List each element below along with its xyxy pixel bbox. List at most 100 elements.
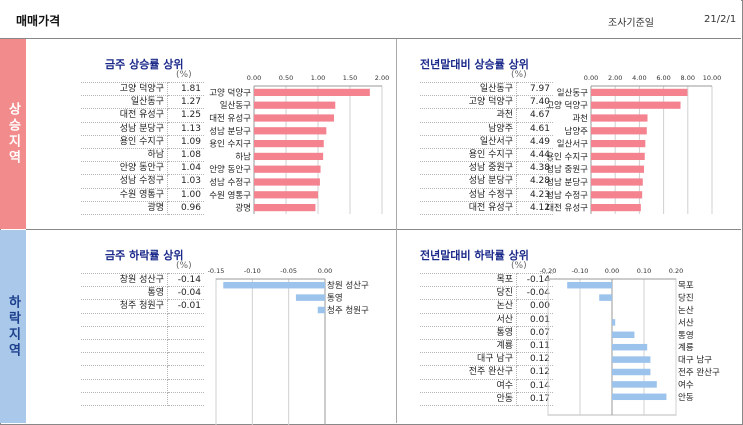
side-label-up-text: 상승지역 bbox=[5, 102, 21, 166]
row-name: 고양 덕양구 bbox=[420, 95, 517, 110]
category-label: 당진 bbox=[678, 293, 694, 304]
tick-label: -0.10 bbox=[244, 267, 261, 275]
page-title: 매매가격 bbox=[16, 14, 61, 28]
bar bbox=[223, 281, 325, 289]
row-name: 광명 bbox=[81, 200, 168, 215]
table-row: 성남 중원구 4.38 bbox=[420, 161, 553, 176]
panel-weekly-down: 금주 하락률 상위 (%) 창원 성산구 -0.14 통영 -0.04 청주 청원구 -0.0… bbox=[33, 235, 391, 425]
tick-label: 1.50 bbox=[343, 74, 357, 82]
bar bbox=[591, 101, 681, 109]
row-name: 일산동구 bbox=[420, 81, 517, 97]
table-row: 논산 0.00 bbox=[420, 299, 553, 314]
category-label: 청주 청원구 bbox=[327, 306, 369, 316]
table-row: 일산서구 4.49 bbox=[420, 134, 553, 149]
survey-date: 21/2/1 bbox=[704, 14, 737, 25]
category-label: 전주 완산구 bbox=[678, 367, 720, 378]
category-label: 대전 유성구 bbox=[209, 113, 251, 124]
tick-label: 0.00 bbox=[584, 74, 598, 82]
category-label: 성남 분당구 bbox=[209, 126, 251, 137]
table-row: 고양 덕양구 1.81 bbox=[81, 81, 204, 97]
bar bbox=[254, 165, 321, 173]
tick-label: 2.00 bbox=[375, 74, 389, 82]
row-value: 0.96 bbox=[167, 200, 204, 215]
table-row: 통영 0.07 bbox=[420, 325, 553, 340]
chart-title: 전년말대비 하락률 상위 bbox=[420, 249, 529, 262]
bar bbox=[612, 381, 657, 388]
tick-label: -0.10 bbox=[572, 267, 589, 275]
bar bbox=[591, 204, 641, 212]
tick-label: 0.50 bbox=[279, 74, 293, 82]
category-label: 과천 bbox=[572, 113, 588, 124]
category-label: 고양 덕양구 bbox=[209, 87, 251, 98]
bar bbox=[612, 319, 616, 326]
category-label: 일산서구 bbox=[557, 139, 588, 150]
category-label: 광명 bbox=[235, 203, 251, 214]
bar bbox=[591, 178, 643, 186]
tick-label: 6.00 bbox=[656, 74, 670, 82]
bar bbox=[254, 140, 324, 148]
category-label: 일산동구 bbox=[557, 87, 588, 98]
bar bbox=[612, 331, 635, 339]
panel-yearly-down: 전년말대비 하락률 상위 (%) 목포 -0.14 당진 -0.04 논산 0.00 서산 0.0… bbox=[398, 235, 736, 421]
category-label: 성남 분당구 bbox=[546, 177, 588, 188]
tick-label: 0.00 bbox=[247, 74, 261, 82]
data-table: 목포 -0.14 당진 -0.04 논산 0.00 서산 0.01 통영 0.07 계룡 0.11 대구… bbox=[420, 272, 553, 406]
table-row: 광명 0.96 bbox=[81, 200, 204, 215]
category-label: 목포 bbox=[678, 281, 694, 291]
bar bbox=[295, 294, 325, 301]
bar bbox=[567, 281, 612, 289]
row-name: 대전 유성구 bbox=[420, 200, 517, 215]
table-row: 일산동구 1.27 bbox=[81, 95, 204, 110]
table-row: 과천 4.67 bbox=[420, 108, 553, 123]
bar bbox=[591, 114, 648, 122]
bar bbox=[317, 306, 325, 314]
category-label: 고양 덕양구 bbox=[546, 100, 588, 111]
bar bbox=[254, 191, 318, 199]
tick-label: 0.20 bbox=[669, 267, 683, 275]
table-row bbox=[81, 338, 204, 354]
row-name: 과천 bbox=[420, 108, 517, 123]
category-label: 성남 수정구 bbox=[546, 190, 588, 201]
section-divider bbox=[26, 229, 741, 230]
row-name: 안동 bbox=[420, 391, 517, 406]
bar bbox=[254, 88, 370, 96]
tick-label: 1.00 bbox=[311, 74, 325, 82]
panel-divider bbox=[396, 39, 397, 423]
panel-weekly-up: 금주 상승률 상위 (%) 고양 덕양구 1.81 일산동구 1.27 대전 유성구 1.25… bbox=[33, 44, 391, 228]
tick-label: 0.10 bbox=[637, 267, 651, 275]
table-row: 성남 수정구 1.03 bbox=[81, 174, 204, 189]
data-table: 고양 덕양구 1.81 일산동구 1.27 대전 유성구 1.25 성남 분당구 1.13 용인… bbox=[81, 81, 204, 215]
data-table: 창원 성산구 -0.14 통영 -0.04 청주 청원구 -0.01 bbox=[81, 272, 204, 406]
tick-label: 0.00 bbox=[605, 267, 619, 275]
bar bbox=[612, 343, 648, 351]
table-row: 창원 성산구 -0.14 bbox=[81, 272, 204, 288]
survey-label: 조사기준일 bbox=[608, 18, 654, 29]
tick-label: 4.00 bbox=[632, 74, 646, 82]
category-label: 수원 영통구 bbox=[209, 190, 251, 201]
tick-label: -0.15 bbox=[208, 267, 225, 275]
table-row: 계룡 0.11 bbox=[420, 338, 553, 354]
tick-label: 8.00 bbox=[681, 74, 695, 82]
category-label: 성남 수정구 bbox=[209, 177, 251, 188]
data-table: 일산동구 7.97 고양 덕양구 7.40 과천 4.67 남양주 4.61 일산서구 4.49 용… bbox=[420, 81, 553, 215]
bar bbox=[591, 127, 647, 135]
bar bbox=[254, 152, 324, 160]
category-label: 논산 bbox=[678, 305, 694, 316]
table-row: 대전 유성구 4.12 bbox=[420, 200, 553, 215]
row-value: 7.97 bbox=[516, 81, 553, 97]
table-row bbox=[81, 365, 204, 380]
chart-title: 전년말대비 상승률 상위 bbox=[420, 58, 529, 71]
bar bbox=[591, 152, 645, 160]
category-label: 대구 남구 bbox=[678, 356, 712, 366]
header: 매매가격 조사기준일 21/2/1 bbox=[0, 0, 741, 39]
row-name: 고양 덕양구 bbox=[81, 81, 168, 97]
category-label: 용인 수지구 bbox=[546, 151, 588, 162]
tick-label: 10.00 bbox=[703, 74, 722, 82]
category-label: 남양주 bbox=[565, 126, 589, 137]
row-value: 1.81 bbox=[167, 81, 204, 97]
table-row bbox=[81, 378, 204, 393]
table-row: 목포 -0.14 bbox=[420, 272, 553, 288]
